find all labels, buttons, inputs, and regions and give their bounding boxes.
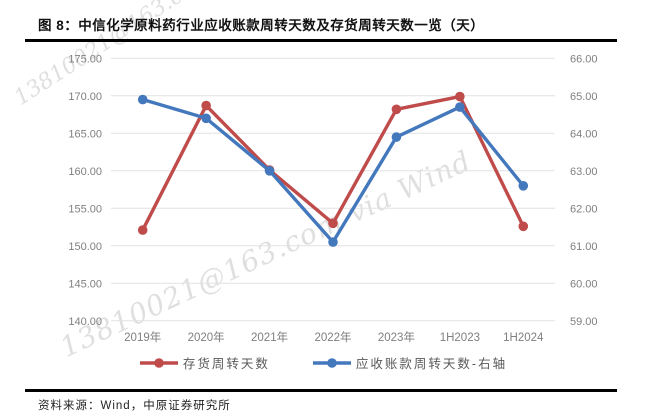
data-point-receivables-turnover-days (328, 237, 338, 247)
right-axis-tick: 61.00 (570, 241, 598, 253)
data-point-receivables-turnover-days (201, 113, 211, 124)
data-point-inventory-turnover-days (328, 218, 338, 229)
data-point-inventory-turnover-days (137, 225, 148, 235)
right-axis-tick: 60.00 (570, 278, 598, 290)
data-point-receivables-turnover-days (264, 166, 275, 176)
left-axis-tick: 145.00 (68, 278, 102, 290)
legend-label-inventory: 存货周转天数 (182, 357, 270, 371)
data-point-receivables-turnover-days (391, 132, 402, 142)
data-point-inventory-turnover-days (201, 100, 211, 111)
legend-marker-blue (312, 357, 351, 368)
left-axis-tick: 175.00 (68, 53, 102, 65)
x-axis-tick: 1H2024 (503, 332, 544, 344)
legend-item-inventory-turnover: 存货周转天数 (139, 353, 270, 372)
legend-dot-blue (327, 357, 337, 368)
chart-area: 175.00 170.00 165.00 160.00 155.00 150.00 145.… (0, 50, 646, 350)
right-axis-tick: 62.00 (570, 203, 598, 215)
x-axis-tick: 2021年 (251, 330, 288, 344)
data-point-inventory-turnover-days (391, 104, 402, 115)
right-axis-tick: 63.00 (570, 166, 598, 178)
title-divider (25, 39, 617, 42)
data-point-receivables-turnover-days (455, 102, 465, 112)
right-axis-tick: 64.00 (570, 128, 598, 140)
data-point-inventory-turnover-days (518, 221, 529, 232)
source-note: 资料来源：Wind，中原证券研究所 (38, 400, 231, 412)
right-axis-tick: 66.00 (570, 53, 598, 65)
data-point-receivables-turnover-days (518, 181, 529, 191)
data-point-inventory-turnover-days (455, 91, 465, 102)
left-axis-tick: 150.00 (68, 241, 102, 253)
x-axis-tick: 1H2023 (440, 332, 480, 344)
x-axis-tick: 2023年 (378, 330, 415, 344)
chart-legend: 存货周转天数 应收账款周转天数-右轴 (0, 353, 646, 372)
left-axis-tick: 140.00 (68, 316, 102, 328)
x-axis-tick: 2019年 (124, 330, 161, 344)
legend-label-receivables: 应收账款周转天数-右轴 (355, 357, 508, 371)
right-axis-tick: 65.00 (570, 91, 598, 103)
x-axis-tick: 2022年 (314, 330, 351, 344)
left-axis-tick: 160.00 (68, 166, 102, 178)
figure-title: 图 8：中信化学原料药行业应收账款周转天数及存货周转天数一览（天） (38, 18, 485, 33)
footer-divider (25, 389, 617, 392)
legend-item-receivables-turnover: 应收账款周转天数-右轴 (312, 353, 507, 372)
left-axis-tick: 165.00 (68, 128, 102, 140)
x-axis-tick: 2020年 (188, 330, 225, 344)
right-axis-tick: 59.00 (570, 316, 598, 328)
line-chart: 175.00 170.00 165.00 160.00 155.00 150.00 145.… (68, 53, 598, 344)
legend-dot-red (154, 357, 164, 368)
left-axis-tick: 155.00 (68, 203, 102, 215)
legend-marker-red (139, 357, 178, 368)
left-axis-tick: 170.00 (68, 91, 102, 103)
data-point-receivables-turnover-days (137, 94, 148, 105)
